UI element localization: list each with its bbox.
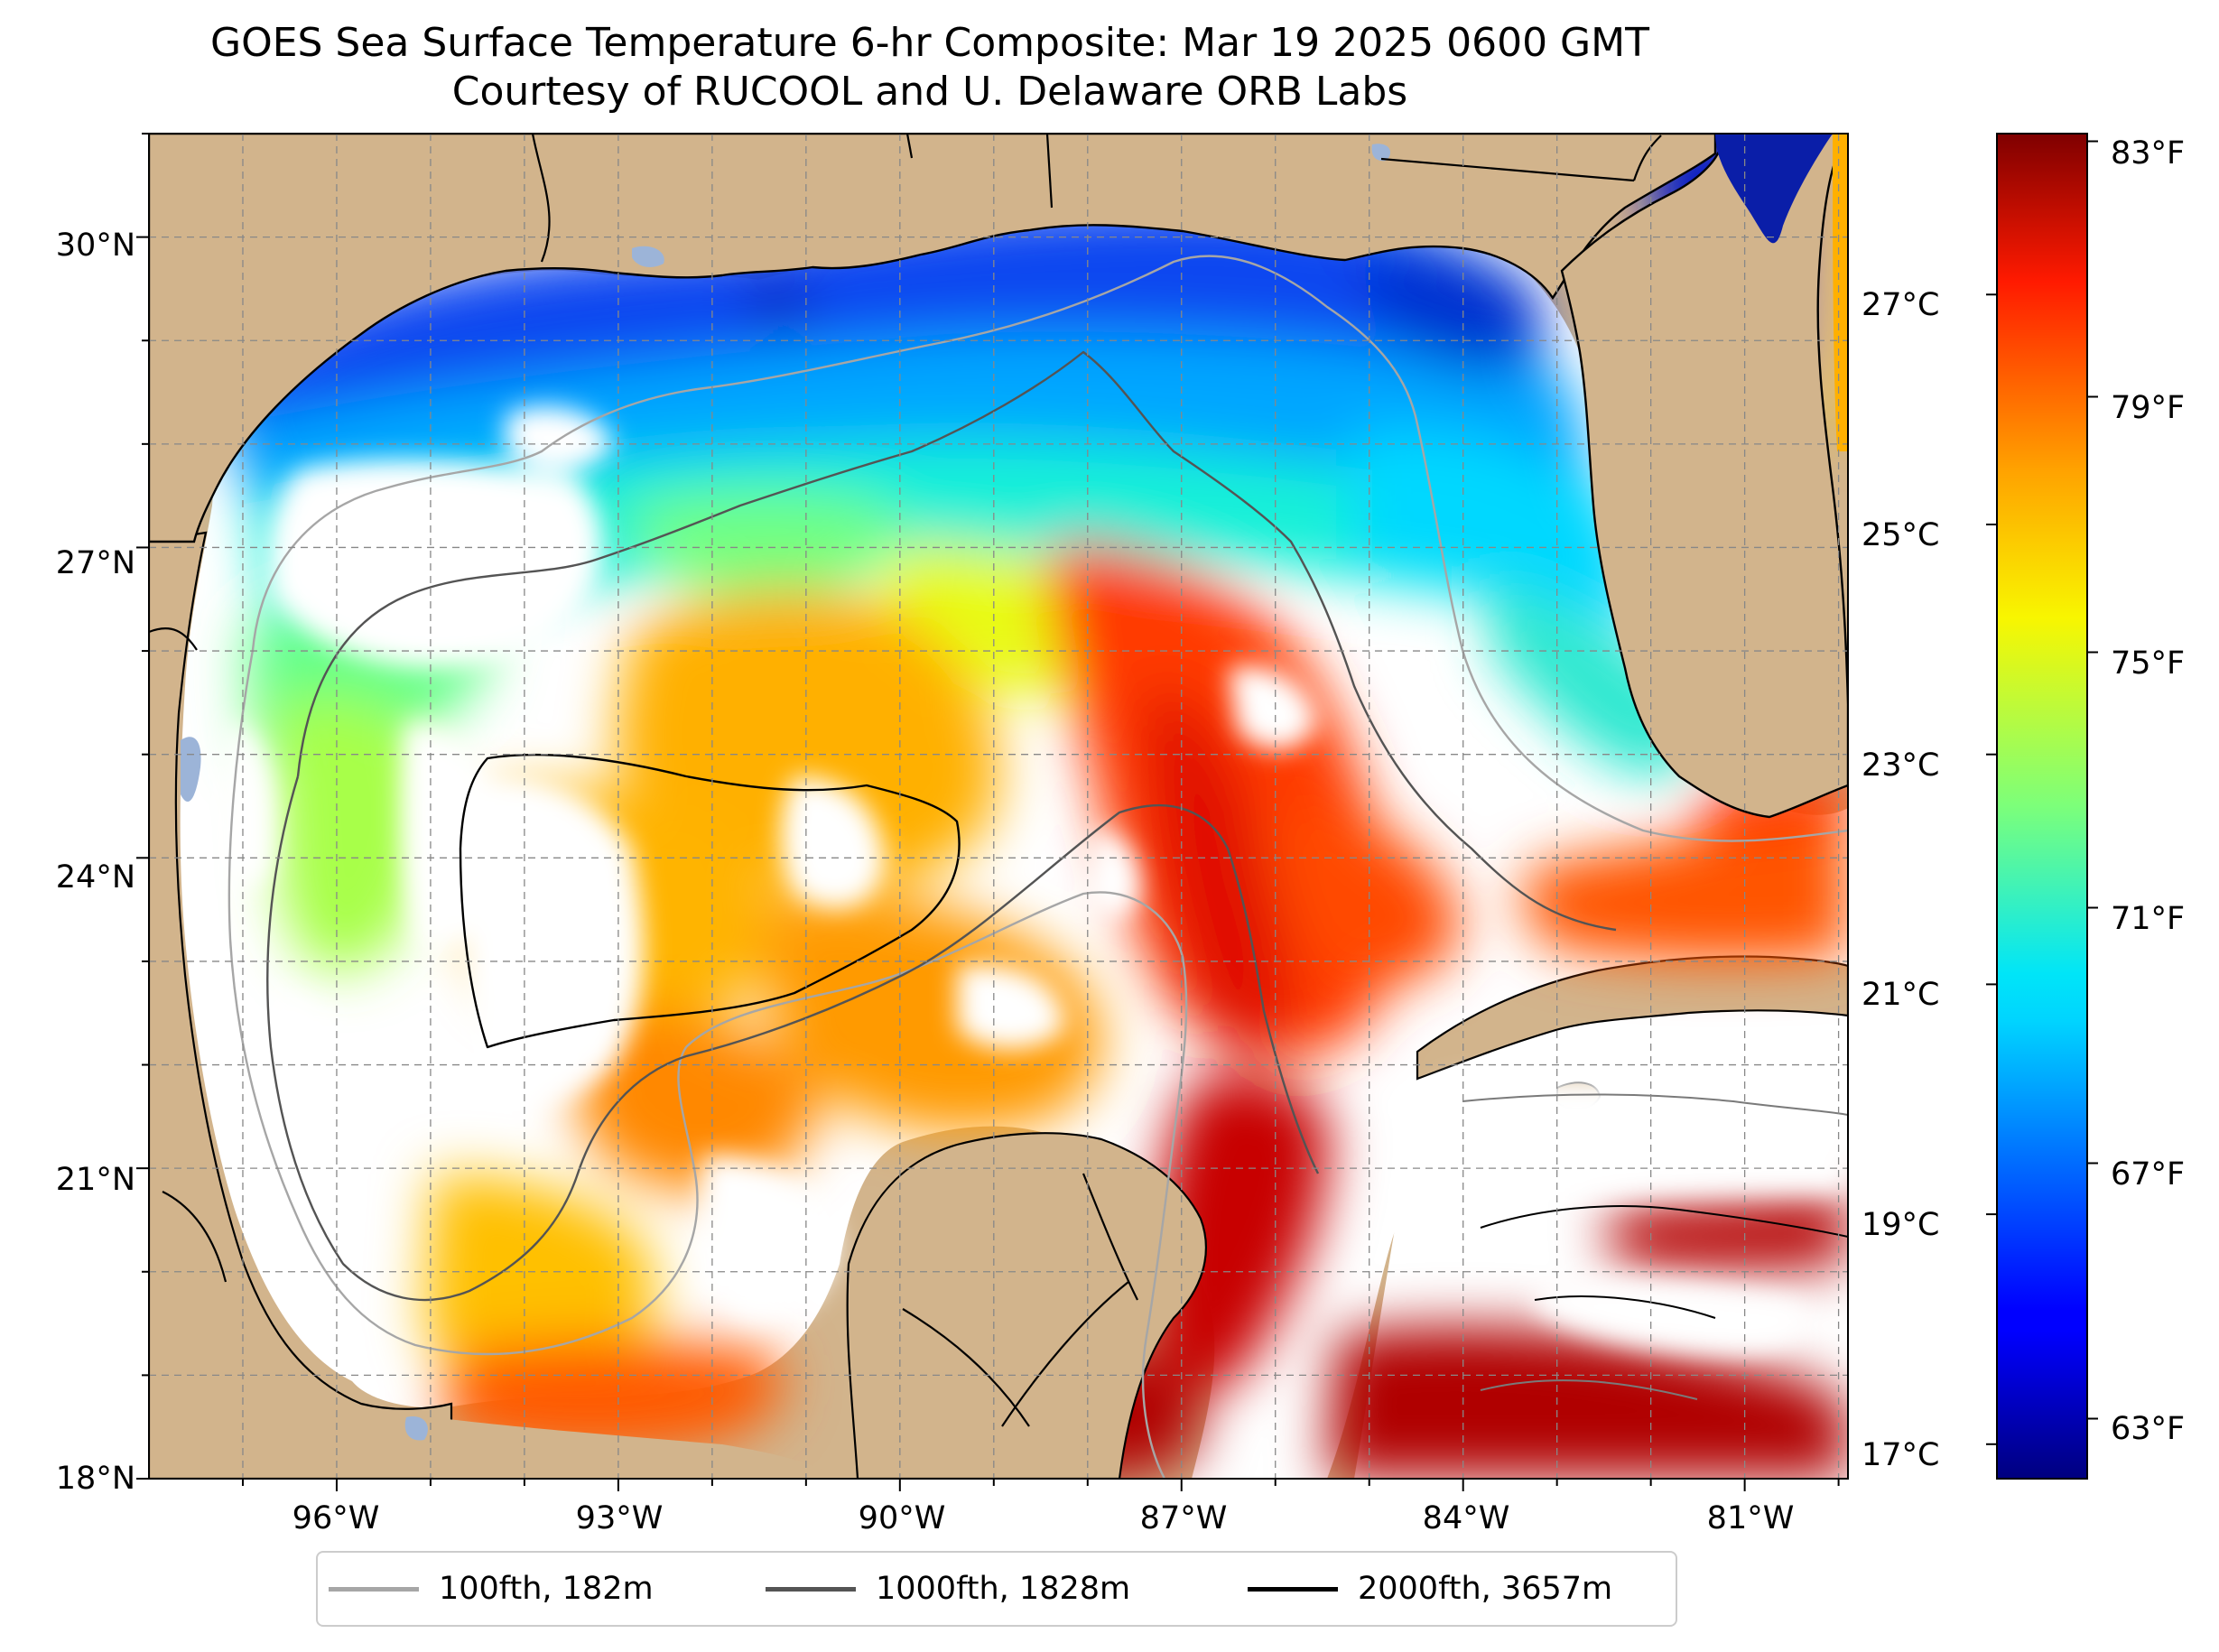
inland-water — [1371, 144, 1390, 162]
figure-subtitle: Courtesy of RUCOOL and U. Delaware ORB L… — [451, 69, 1408, 115]
lon-tick-label: 84°W — [1422, 1500, 1510, 1536]
legend-entry-1000fth: 1000fth, 1828m — [766, 1553, 1130, 1625]
legend-entry-100fth: 100fth, 182m — [329, 1553, 654, 1625]
yucatan-land — [846, 1132, 1207, 1479]
lat-tick-label: 18°N — [55, 1461, 135, 1497]
axis-ticks — [136, 133, 1840, 1491]
lat-tick-label: 30°N — [55, 227, 135, 264]
inland-water — [632, 246, 664, 267]
contour-1000fth — [296, 350, 1617, 932]
legend-label: 1000fth, 1828m — [876, 1571, 1131, 1607]
colorbar-fahrenheit-label: 75°F — [2111, 645, 2186, 682]
colorbar-celsius-label: 19°C — [1862, 1207, 1940, 1243]
bathymetry-contours — [227, 255, 1848, 1479]
colorbar-fahrenheit-label: 83°F — [2111, 135, 2186, 172]
contour-100fth — [251, 255, 1848, 842]
colorbar-fahrenheit-label: 71°F — [2111, 901, 2186, 937]
legend-label: 2000fth, 3657m — [1358, 1571, 1613, 1607]
inland-water — [404, 1416, 428, 1441]
colorbar-celsius-label: 23°C — [1862, 747, 1940, 784]
legend-swatch — [329, 1586, 419, 1592]
atlantic-warm-strip — [1833, 134, 1848, 451]
lat-tick-label: 24°N — [55, 859, 135, 896]
political-borders — [149, 134, 1662, 1427]
colorbar-celsius-label: 25°C — [1862, 517, 1940, 553]
colorbar-ticks — [1986, 140, 2098, 1445]
colorbar-celsius-label: 27°C — [1862, 287, 1940, 323]
colorbar-fahrenheit-label: 67°F — [2111, 1156, 2186, 1193]
mexico-land-west — [149, 531, 453, 1479]
contour-1000fth — [266, 775, 1320, 1302]
inland-water — [181, 737, 201, 803]
legend-entry-2000fth: 2000fth, 3657m — [1248, 1553, 1612, 1625]
colorbar-celsius-label: 17°C — [1862, 1437, 1940, 1473]
mexico-land-south — [433, 1417, 840, 1479]
colorbar-fahrenheit-label: 79°F — [2111, 390, 2186, 426]
lat-tick-label: 27°N — [55, 545, 135, 581]
lon-tick-label: 87°W — [1139, 1500, 1228, 1536]
contour-2000fth — [459, 753, 961, 1049]
us-gulf-coast-land — [149, 134, 1717, 543]
gridlines — [149, 134, 1848, 1479]
legend-label: 100fth, 182m — [439, 1571, 654, 1607]
colorbar — [1996, 133, 2088, 1480]
legend-swatch — [1248, 1586, 1338, 1592]
sst-field — [217, 134, 1848, 1479]
contour-100fth — [227, 649, 1188, 1479]
lon-tick-label: 90°W — [858, 1500, 946, 1536]
legend-swatch — [766, 1586, 856, 1592]
lon-tick-label: 96°W — [292, 1500, 380, 1536]
legend: 100fth, 182m 1000fth, 1828m 2000fth, 365… — [316, 1551, 1677, 1627]
colorbar-fahrenheit-label: 63°F — [2111, 1411, 2186, 1447]
lon-tick-label: 93°W — [575, 1500, 664, 1536]
figure-title: GOES Sea Surface Temperature 6-hr Compos… — [209, 20, 1649, 66]
map-area — [149, 134, 1848, 1479]
map-frame — [148, 133, 1849, 1480]
colorbar-celsius-label: 21°C — [1862, 977, 1940, 1013]
lat-tick-label: 21°N — [55, 1162, 135, 1198]
lon-tick-label: 81°W — [1706, 1500, 1795, 1536]
